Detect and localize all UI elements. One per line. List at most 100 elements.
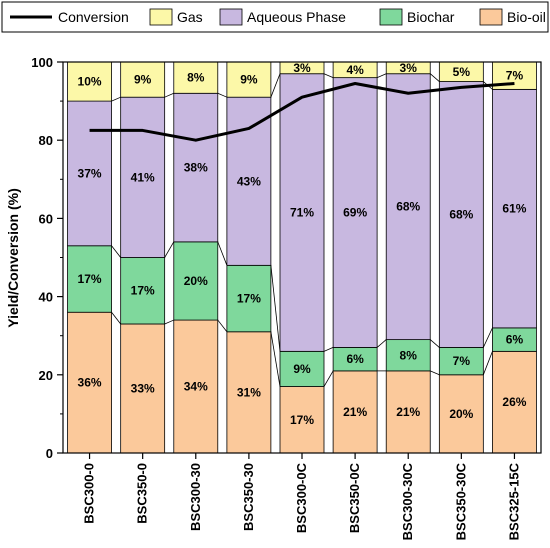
segment-label-gas-bsc350-30c: 5% [453, 65, 471, 79]
segment-label-bio-oil-bsc350-0: 33% [131, 381, 155, 395]
bar-bio-oil-bsc300-30c [385, 370, 431, 454]
legend-label-gas: Gas [177, 9, 203, 25]
y-axis-title: Yield/Conversion (%) [5, 188, 21, 328]
legend-swatch-gas [149, 8, 173, 26]
segment-label-biochar-bsc350-0c: 6% [346, 352, 364, 366]
x-tick-label: BSC350-30C [453, 462, 468, 540]
legend-label-conversion: Conversion [58, 9, 129, 25]
bar-bio-oil-bsc300-30 [173, 319, 219, 454]
stack-connector [376, 73, 387, 79]
segment-label-aqueous-phase-bsc300-0c: 71% [290, 206, 314, 220]
bar-biochar-bsc350-0 [120, 257, 166, 325]
segment-label-aqueous-phase-bsc350-0: 41% [131, 170, 155, 184]
stack-connector [270, 331, 281, 387]
stack-connector [217, 319, 228, 333]
bar-bio-oil-bsc350-0 [120, 323, 166, 454]
bar-biochar-bsc300-30 [173, 241, 219, 321]
legend-label-bio-oil: Bio-oil [507, 9, 546, 25]
segment-label-gas-bsc300-30c: 3% [400, 61, 418, 75]
segment-label-biochar-bsc300-30c: 8% [400, 348, 418, 362]
bar-aqueous-phase-bsc350-30c [438, 81, 484, 348]
x-tick-label: BSC325-15C [506, 462, 521, 540]
bar-bio-oil-bsc300-0 [67, 311, 112, 454]
bars [67, 61, 537, 454]
stack-connector [164, 241, 175, 258]
bar-biochar-bsc350-30c [438, 347, 484, 376]
segment-label-gas-bsc300-0c: 3% [293, 61, 311, 75]
stack-connector [482, 327, 493, 348]
stack-connector [217, 241, 228, 266]
segment-label-aqueous-phase-bsc325-15c: 61% [502, 202, 526, 216]
segment-label-gas-bsc325-15c: 7% [506, 69, 524, 83]
segment-label-biochar-bsc300-30: 20% [184, 274, 208, 288]
x-axis: BSC300-0 BSC350-0 BSC300-30 BSC350-30 BSC300… [82, 453, 521, 540]
legend-swatch-biochar [379, 8, 403, 26]
stack-connector [270, 73, 281, 98]
segment-label-bio-oil-bsc350-0c: 21% [343, 405, 367, 419]
segment-label-bio-oil-bsc350-30: 31% [237, 385, 261, 399]
bar-bio-oil-bsc300-0c [279, 386, 325, 454]
bar-aqueous-phase-bsc300-30c [385, 73, 431, 341]
bar-biochar-bsc300-0c [279, 350, 325, 387]
stack-connector [164, 92, 174, 98]
y-axis: 0 20 40 60 80 100 [31, 55, 63, 461]
stack-connector [323, 73, 334, 79]
y-tick-label: 0 [46, 446, 53, 461]
y-tick-label: 60 [39, 211, 53, 226]
y-tick-label: 20 [39, 368, 53, 383]
stack-connector [323, 347, 334, 352]
stack-connector [270, 265, 281, 352]
legend: Conversion Gas Aqueous Phase Biochar Bio-oil [1, 1, 549, 33]
segment-label-biochar-bsc300-0c: 9% [293, 362, 311, 376]
bar-aqueous-phase-bsc350-30 [226, 96, 272, 266]
stack-connector [429, 339, 440, 348]
bar-aqueous-phase-bsc300-0c [279, 73, 325, 352]
x-tick-label: BSC300-0C [294, 462, 309, 533]
x-tick-label: BSC350-0C [347, 462, 362, 533]
bar-gas-bsc300-30 [173, 61, 219, 94]
segment-label-biochar-bsc350-30: 17% [237, 292, 261, 306]
bar-gas-bsc350-0 [120, 61, 166, 98]
segment-label-aqueous-phase-bsc350-30c: 68% [449, 207, 473, 221]
bar-aqueous-phase-bsc300-0 [67, 100, 112, 247]
bar-gas-bsc300-0 [67, 61, 112, 102]
segment-label-biochar-bsc300-0: 17% [78, 272, 102, 286]
bar-aqueous-phase-bsc325-15c [492, 88, 537, 329]
bar-biochar-bsc300-30c [385, 339, 431, 372]
segment-label-bio-oil-bsc300-30c: 21% [396, 405, 420, 419]
x-tick-label: BSC300-30C [400, 462, 415, 540]
stack-connector [164, 319, 174, 325]
segment-label-bio-oil-bsc300-0c: 17% [290, 413, 314, 427]
stack-connector [323, 370, 334, 387]
y-tick-label: 80 [39, 133, 53, 148]
y-tick-label: 40 [39, 290, 53, 305]
legend-label-aqueous-phase: Aqueous Phase [247, 9, 346, 25]
stack-connector [111, 311, 121, 325]
segment-label-bio-oil-bsc300-0: 36% [78, 376, 102, 390]
stack-connector [217, 92, 228, 98]
segment-label-aqueous-phase-bsc300-30c: 68% [396, 200, 420, 214]
segment-label-aqueous-phase-bsc300-30: 38% [184, 161, 208, 175]
stack-connector [111, 245, 121, 258]
bar-bio-oil-bsc350-30 [226, 331, 272, 454]
x-tick-label: BSC300-0 [82, 463, 97, 524]
legend-label-biochar: Biochar [407, 9, 455, 25]
segment-label-gas-bsc300-0: 10% [78, 75, 102, 89]
legend-swatch-bio-oil [479, 8, 503, 26]
segment-label-gas-bsc350-0: 9% [134, 73, 152, 87]
segment-label-gas-bsc350-0c: 4% [346, 63, 364, 77]
segment-label-aqueous-phase-bsc350-30: 43% [237, 174, 261, 188]
segment-label-bio-oil-bsc300-30: 34% [184, 380, 208, 394]
bar-aqueous-phase-bsc350-0c [332, 77, 378, 348]
legend-swatch-aqueous-phase [219, 8, 243, 26]
conversion-line-group [89, 82, 515, 142]
segment-label-bio-oil-bsc325-15c: 26% [502, 395, 526, 409]
bar-biochar-bsc350-30 [226, 264, 272, 333]
x-tick-label: BSC350-0 [135, 463, 150, 524]
x-tick-label: BSC350-30 [241, 463, 256, 531]
stack-connector [482, 351, 493, 375]
stack-connector [429, 73, 440, 82]
x-tick-label: BSC300-30 [188, 463, 203, 531]
segment-label-gas-bsc350-30: 9% [240, 73, 258, 87]
segment-label-bio-oil-bsc350-30c: 20% [449, 407, 473, 421]
